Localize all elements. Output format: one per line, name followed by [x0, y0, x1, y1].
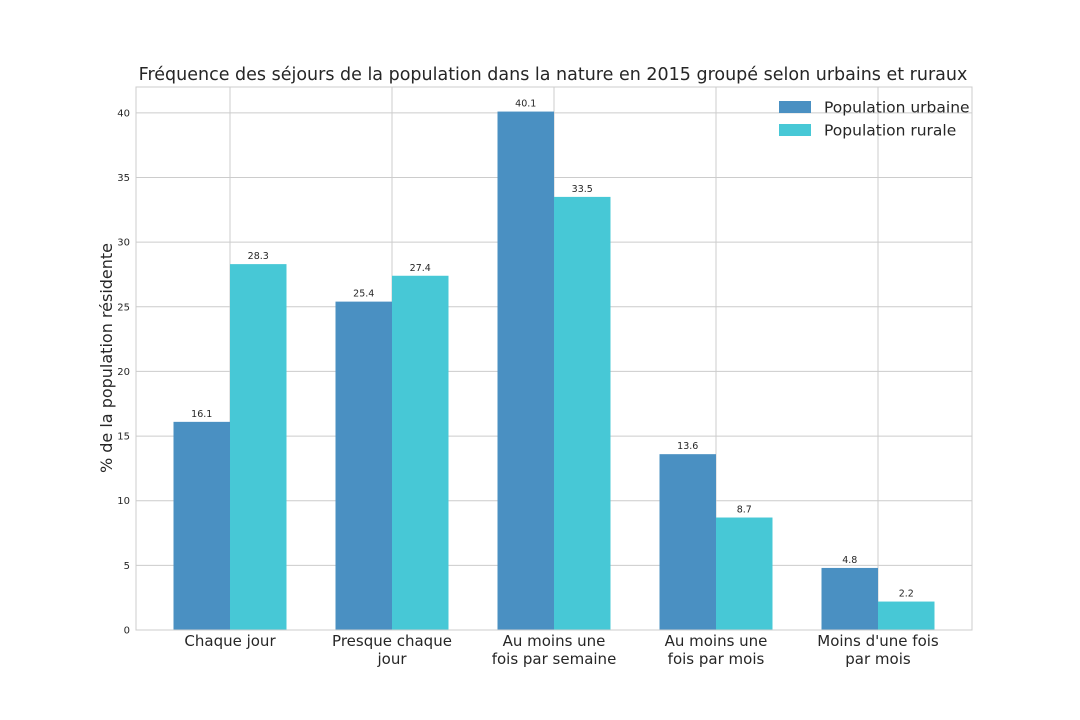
bar-value-label: 33.5 — [572, 184, 593, 195]
bar-rurale — [716, 517, 773, 630]
bar-value-label: 40.1 — [515, 99, 536, 110]
y-tick-label: 20 — [117, 367, 130, 378]
y-tick-label: 0 — [124, 626, 130, 637]
bar-value-label: 28.3 — [248, 251, 269, 262]
bar-rurale — [392, 275, 449, 630]
y-tick-label: 10 — [117, 496, 130, 507]
x-ticks-layer: Chaque jour Presque chaque jour Au moins un… — [184, 632, 939, 668]
bar-urbaine — [659, 454, 716, 630]
bar-rurale — [878, 601, 935, 630]
legend-entry-label: Population urbaine — [824, 99, 970, 117]
y-tick-label: 5 — [124, 561, 130, 572]
x-tick-label: Presque chaque jour — [332, 632, 452, 668]
x-tick-label-line: jour — [376, 650, 407, 668]
x-tick-label-line: fois par semaine — [492, 650, 617, 668]
x-tick-label-line: Au moins une — [665, 632, 768, 650]
x-tick-label: Au moins une fois par mois — [665, 632, 768, 668]
bar-urbaine — [335, 301, 392, 630]
bar-urbaine — [173, 421, 230, 630]
legend-swatch — [779, 124, 811, 136]
x-tick-label: Au moins une fois par semaine — [492, 632, 617, 668]
chart-title: Fréquence des séjours de la population d… — [139, 65, 968, 85]
y-ticks-layer: 0 5 10 15 20 25 30 35 40 — [117, 108, 130, 636]
x-tick-label-line: Presque chaque — [332, 632, 452, 650]
y-tick-label: 40 — [117, 108, 130, 119]
bar-value-label: 13.6 — [677, 441, 698, 452]
bars-layer — [173, 111, 935, 631]
bar-value-label: 2.2 — [899, 589, 914, 600]
data-labels-layer: 16.1 25.4 40.1 13.6 4.8 28.3 27.4 33.5 8.7 2.2 — [191, 99, 914, 600]
plot-frame — [135, 86, 973, 631]
bar-value-label: 25.4 — [353, 289, 374, 300]
legend-swatch — [779, 101, 811, 113]
x-tick-label-line: fois par mois — [668, 650, 765, 668]
x-tick-label-line: par mois — [845, 650, 911, 668]
y-axis-label: % de la population résidente — [97, 243, 116, 473]
bar-value-label: 27.4 — [410, 263, 431, 274]
x-tick-label: Chaque jour — [184, 632, 276, 650]
bar-rurale — [554, 196, 611, 630]
x-tick-label: Moins d'une fois par mois — [817, 632, 939, 668]
x-tick-label-line: Moins d'une fois — [817, 632, 939, 650]
x-tick-label-line: Au moins une — [503, 632, 606, 650]
y-tick-label: 30 — [117, 238, 130, 249]
y-tick-label: 35 — [117, 173, 130, 184]
x-tick-label-line: Chaque jour — [184, 632, 276, 650]
bar-value-label: 8.7 — [737, 505, 752, 516]
legend-entry-label: Population rurale — [824, 122, 956, 140]
y-tick-label: 25 — [117, 302, 130, 313]
bar-value-label: 4.8 — [842, 555, 857, 566]
bar-urbaine — [821, 567, 878, 630]
bar-value-label: 16.1 — [191, 409, 212, 420]
bar-urbaine — [497, 111, 554, 631]
bar-rurale — [230, 264, 287, 630]
legend: Population urbaine Population rurale — [779, 99, 970, 140]
y-tick-label: 15 — [117, 432, 130, 443]
